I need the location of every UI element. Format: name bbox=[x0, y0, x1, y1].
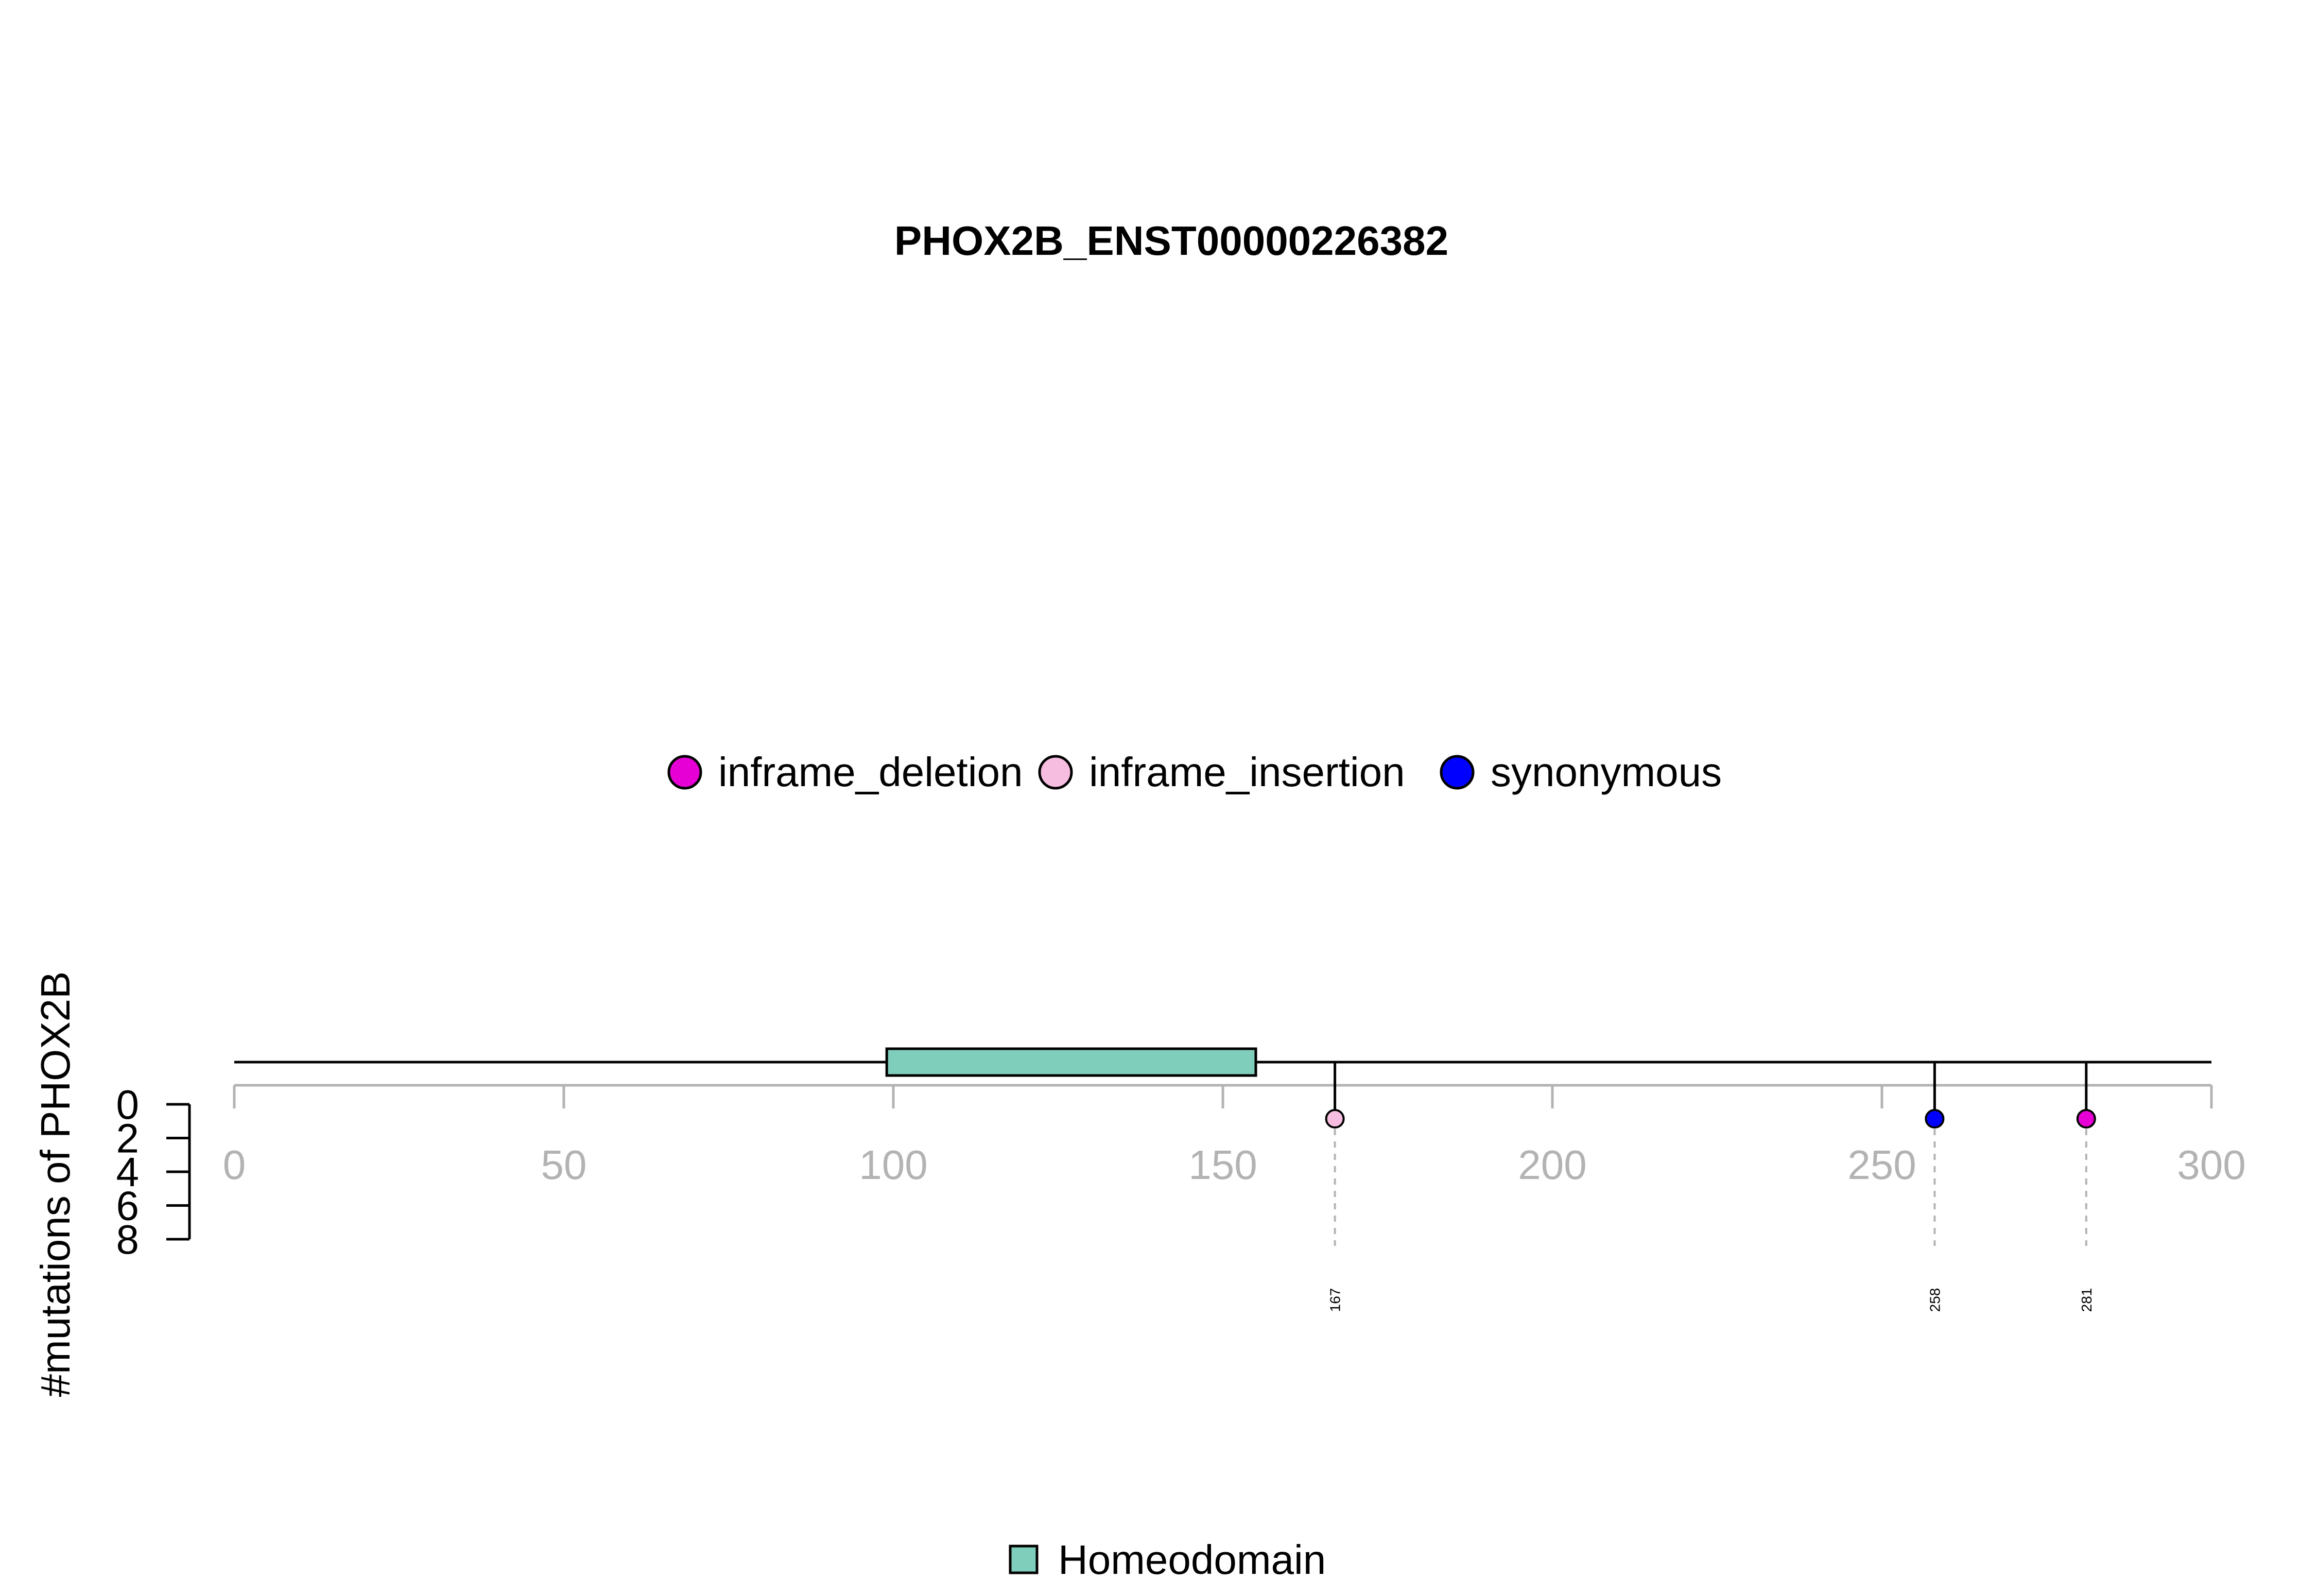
legend-item-inframe-insertion: inframe_insertion bbox=[1038, 749, 1405, 795]
mutation-258: 258 bbox=[1925, 1062, 1945, 1312]
x-tick-label: 250 bbox=[1847, 1142, 1916, 1188]
legend-item-inframe-deletion: inframe_deletion bbox=[667, 749, 1023, 795]
legend-marker bbox=[667, 755, 702, 790]
y-tick-label: 4 bbox=[116, 1149, 140, 1195]
legend-item-synonymous: synonymous bbox=[1440, 749, 1722, 795]
protein-track bbox=[234, 1047, 2211, 1077]
mutation-legend: inframe_deletion inframe_insertion synonym… bbox=[667, 749, 1722, 795]
y-tick-label: 0 bbox=[116, 1082, 140, 1127]
y-tick-label: 2 bbox=[116, 1116, 140, 1161]
legend-marker bbox=[1038, 755, 1073, 790]
domain-homeodomain bbox=[885, 1047, 1257, 1077]
domain-legend-swatch bbox=[1009, 1545, 1039, 1574]
x-tick-label: 0 bbox=[223, 1142, 246, 1188]
x-tick-label: 300 bbox=[2177, 1142, 2245, 1188]
mutation-position-label: 167 bbox=[1327, 1288, 1343, 1312]
mutation-position-label: 281 bbox=[2079, 1288, 2095, 1312]
lollipop-head bbox=[1325, 1109, 1345, 1129]
lollipop-head bbox=[2076, 1109, 2096, 1129]
mutation-lollipops: 167 258 281 bbox=[1325, 1062, 2096, 1312]
domain-legend-label: Homeodomain bbox=[1058, 1537, 1326, 1583]
mutation-281: 281 bbox=[2076, 1062, 2096, 1312]
x-tick-label: 50 bbox=[541, 1142, 587, 1188]
chart-title: PHOX2B_ENST00000226382 bbox=[894, 218, 1448, 264]
x-tick-label: 150 bbox=[1188, 1142, 1257, 1188]
domain-legend-item: Homeodomain bbox=[1009, 1537, 1326, 1583]
x-axis: 0 50 100 150 200 250 300 bbox=[223, 1084, 2246, 1188]
legend-marker bbox=[1440, 755, 1475, 790]
legend-label: synonymous bbox=[1491, 749, 1722, 795]
legend-label: inframe_insertion bbox=[1089, 749, 1405, 795]
legend-label: inframe_deletion bbox=[718, 749, 1023, 795]
mutation-position-label: 258 bbox=[1927, 1288, 1943, 1312]
x-tick-label: 200 bbox=[1518, 1142, 1586, 1188]
domain-legend: Homeodomain bbox=[1009, 1537, 1326, 1583]
lollipop-head bbox=[1925, 1109, 1945, 1129]
mutation-167: 167 bbox=[1325, 1062, 1345, 1312]
y-tick-label: 6 bbox=[116, 1183, 140, 1229]
x-tick-label: 100 bbox=[859, 1142, 927, 1188]
y-tick-label: 8 bbox=[116, 1217, 140, 1262]
y-axis-label: #mutations of PHOX2B bbox=[32, 971, 78, 1397]
